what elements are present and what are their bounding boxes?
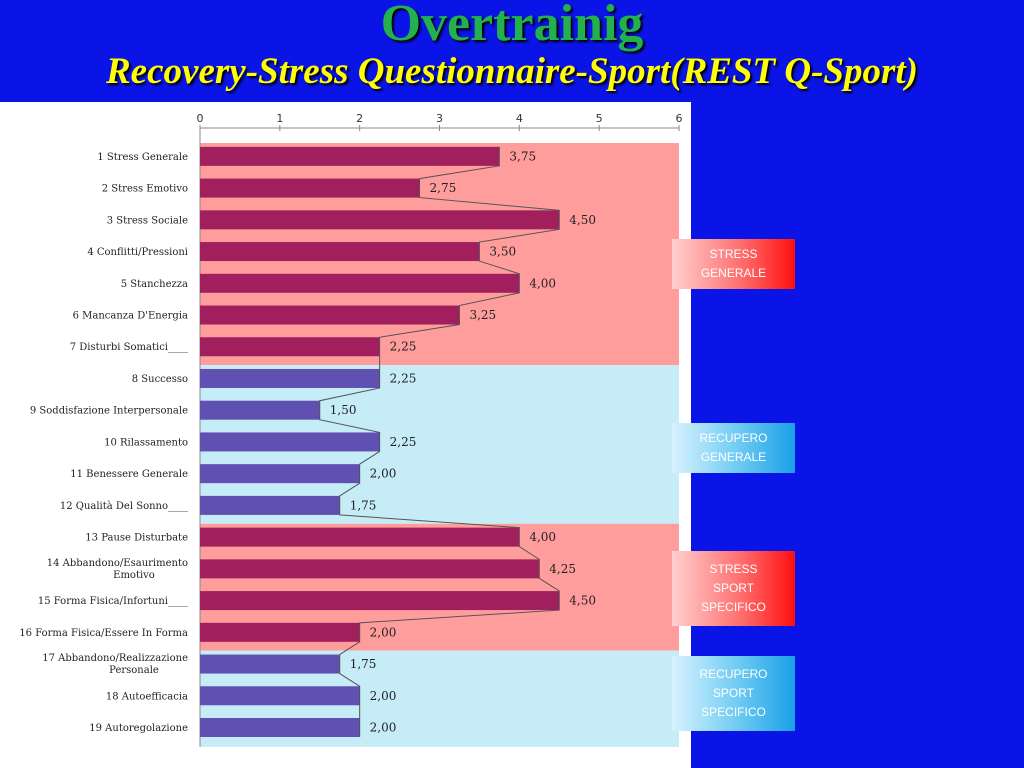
- data-label-5: 4,00: [529, 276, 556, 290]
- data-label-19: 2,00: [370, 721, 397, 735]
- data-label-11: 2,00: [370, 467, 397, 481]
- category-label-9: 9 Soddisfazione Interpersonale: [30, 406, 188, 417]
- category-label-3: 3 Stress Sociale: [107, 215, 188, 226]
- recupero-sport-specifico-label: RECUPERO SPORT SPECIFICO: [672, 656, 795, 731]
- chart-panel: 0 1 2 3 4 5 6 3,75 2,75 4,50 3,50 4,00 3,25 2,25 2,25 1…: [0, 102, 691, 768]
- bar-19: [200, 718, 360, 738]
- data-label-8: 2,25: [390, 371, 417, 385]
- bar-15: [200, 591, 560, 611]
- category-label-13: 13 Pause Disturbate: [85, 533, 188, 544]
- data-label-6: 3,25: [469, 308, 496, 322]
- category-label-1: 1 Stress Generale: [97, 152, 188, 163]
- bar-10: [200, 432, 380, 452]
- data-label-3: 4,50: [569, 213, 596, 227]
- bar-6: [200, 305, 460, 325]
- category-label-4: 4 Conflitti/Pressioni: [87, 247, 188, 258]
- data-label-10: 2,25: [390, 435, 417, 449]
- category-label-7: 7 Disturbi Somatici____: [70, 342, 188, 353]
- bar-9: [200, 400, 320, 420]
- bar-18: [200, 686, 360, 706]
- category-label-6: 6 Mancanza D'Energia: [73, 311, 188, 322]
- bar-16: [200, 622, 360, 642]
- data-label-14: 4,25: [549, 562, 576, 576]
- bar-4: [200, 242, 480, 262]
- bar-14: [200, 559, 540, 579]
- x-tick-label: 2: [356, 112, 363, 125]
- bar-12: [200, 495, 340, 515]
- category-label-16: 16 Forma Fisica/Essere In Forma: [19, 628, 188, 639]
- data-label-9: 1,50: [330, 403, 357, 417]
- bar-1: [200, 146, 500, 166]
- category-label-8: 8 Successo: [132, 374, 188, 385]
- bar-5: [200, 273, 520, 293]
- slide-subtitle: Recovery-Stress Questionnaire-Sport(REST…: [106, 51, 918, 92]
- x-tick-label: 0: [197, 112, 204, 125]
- bar-3: [200, 210, 560, 230]
- category-label-11: 11 Benessere Generale: [70, 469, 188, 480]
- data-label-2: 2,75: [430, 181, 457, 195]
- category-label-10: 10 Rilassamento: [104, 437, 188, 448]
- category-label-2: 2 Stress Emotivo: [102, 184, 188, 195]
- category-label-18: 18 Autoefficacia: [106, 691, 188, 702]
- data-label-15: 4,50: [569, 594, 596, 608]
- category-label-19: 19 Autoregolazione: [89, 723, 188, 734]
- bar-17: [200, 654, 340, 674]
- profile-line: [319, 146, 560, 738]
- data-label-13: 4,00: [529, 530, 556, 544]
- category-label-15: 15 Forma Fisica/Infortuni____: [38, 596, 188, 607]
- bar-13: [200, 527, 520, 547]
- x-tick-label: 1: [276, 112, 283, 125]
- data-label-12: 1,75: [350, 498, 377, 512]
- x-tick-label: 4: [516, 112, 523, 125]
- x-tick-label: 5: [596, 112, 603, 125]
- bar-11: [200, 464, 360, 484]
- bar-7: [200, 337, 380, 357]
- recupero-generale-label: RECUPERO GENERALE: [672, 423, 795, 473]
- data-label-16: 2,00: [370, 625, 397, 639]
- stress-sport-specifico-label: STRESS SPORT SPECIFICO: [672, 551, 795, 626]
- stress-generale-label: STRESS GENERALE: [672, 239, 795, 289]
- data-label-1: 3,75: [509, 149, 536, 163]
- category-label-12: 12 Qualità Del Sonno____: [60, 501, 188, 512]
- bar-chart: 0 1 2 3 4 5 6 3,75 2,75 4,50 3,50 4,00 3,25 2,25 2,25 1…: [19, 112, 683, 747]
- category-label-14: 14 Abbandono/Esaurimento Emotivo: [47, 558, 188, 581]
- data-label-17: 1,75: [350, 657, 377, 671]
- bar-8: [200, 368, 380, 388]
- data-label-4: 3,50: [489, 245, 516, 259]
- category-label-17: 17 Abbandono/Realizzazione Personale: [42, 653, 188, 676]
- x-tick-label: 3: [436, 112, 443, 125]
- slide-title: Overtrainig: [380, 0, 644, 52]
- category-label-5: 5 Stanchezza: [121, 279, 188, 290]
- bar-2: [200, 178, 420, 198]
- data-label-7: 2,25: [390, 340, 417, 354]
- x-tick-label: 6: [676, 112, 683, 125]
- data-label-18: 2,00: [370, 689, 397, 703]
